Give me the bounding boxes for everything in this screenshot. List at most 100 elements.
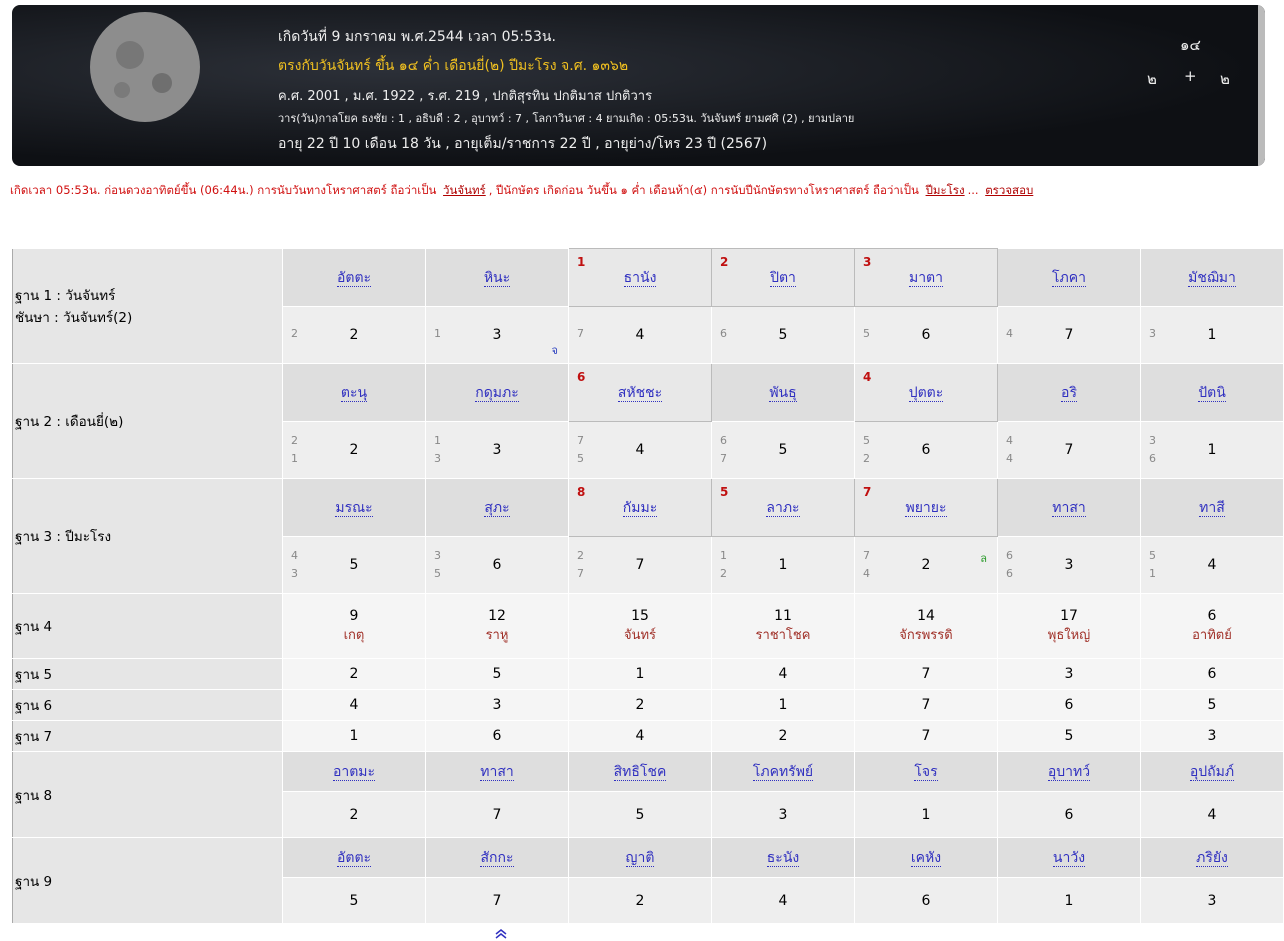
house-mark: 1 xyxy=(577,255,586,269)
value: 2 xyxy=(635,697,645,713)
value-note: จ xyxy=(551,344,558,357)
house-name[interactable]: ปิตา xyxy=(770,269,796,287)
value: 6 xyxy=(492,728,502,744)
house-name[interactable]: สิทธิโชค xyxy=(613,763,667,781)
house-name[interactable]: ทาสี xyxy=(1199,499,1225,517)
value: 6 xyxy=(492,557,502,573)
house-name[interactable]: มาตา xyxy=(908,269,944,287)
house-name[interactable]: อัตตะ xyxy=(336,269,372,287)
value: 2 xyxy=(349,666,359,682)
value: 2 xyxy=(921,557,931,573)
house-name[interactable]: ปุตตะ xyxy=(908,384,944,402)
value-cell: 2 xyxy=(568,877,712,924)
value: 2 xyxy=(349,327,359,343)
small-top: 7 xyxy=(577,327,584,340)
value: 2 xyxy=(349,806,359,823)
value-cell: 7 5 4 xyxy=(568,421,712,479)
house-name[interactable]: เคหัง xyxy=(910,849,942,867)
house-name[interactable]: สักกะ xyxy=(480,849,514,867)
note-link[interactable]: ปีมะโรง xyxy=(925,183,965,197)
small-top: 1 xyxy=(720,549,727,562)
house-name[interactable]: มัชฌิมา xyxy=(1188,269,1236,287)
row-label-text: ฐาน 4 xyxy=(15,619,53,635)
value-cell: 4 xyxy=(282,689,426,721)
house-name[interactable]: สหัชชะ xyxy=(617,384,663,402)
house-name[interactable]: พันธุ xyxy=(769,384,797,402)
house-name[interactable]: โภคทรัพย์ xyxy=(752,763,814,781)
value: 6 xyxy=(1064,697,1074,713)
house-name[interactable]: ทาสา xyxy=(1052,499,1086,517)
value-note: ล xyxy=(980,552,987,565)
name-cell: ตะนุ xyxy=(282,363,426,422)
value: 5 xyxy=(492,666,502,682)
house-name[interactable]: หินะ xyxy=(483,269,511,287)
house-name[interactable]: ปัตนิ xyxy=(1198,384,1226,402)
value-cell: 1 xyxy=(854,791,998,838)
name-cell: ธะนัง xyxy=(711,837,855,878)
value: 4 xyxy=(778,666,788,682)
banner-art xyxy=(90,5,1265,166)
house-name[interactable]: ตะนุ xyxy=(340,384,368,402)
planet-name: จักรพรรดิ xyxy=(899,627,953,643)
house-name[interactable]: อาตมะ xyxy=(332,763,376,781)
house-name[interactable]: ธานัง xyxy=(623,269,657,287)
house-name[interactable]: อุปถัมภ์ xyxy=(1189,763,1235,781)
value: 7 xyxy=(635,557,645,573)
name-cell: 8 กัมมะ xyxy=(568,478,712,537)
value: 7 xyxy=(1064,327,1074,343)
house-name[interactable]: ลาภะ xyxy=(766,499,800,517)
value: 15 xyxy=(631,607,649,624)
name-row: ฐาน 1 : วันจันทร์ ชันษา : วันจันทร์(2) อัต… xyxy=(12,248,1284,364)
value: 6 xyxy=(921,327,931,343)
value-cell: 3 xyxy=(1140,720,1284,752)
house-name[interactable]: ญาติ xyxy=(625,849,655,867)
row-label-text: ฐาน 6 xyxy=(15,698,53,714)
value-cell: 12 ราหู xyxy=(425,593,569,659)
house-name[interactable]: มรณะ xyxy=(335,499,373,517)
house-name[interactable]: นาวัง xyxy=(1052,849,1086,867)
header-line: ค.ศ. 2001 , ม.ศ. 1922 , ร.ศ. 219 , ปกติส… xyxy=(278,89,653,104)
house-name[interactable]: กัมมะ xyxy=(622,499,658,517)
note-link[interactable]: วันจันทร์ xyxy=(443,183,486,197)
note-link[interactable]: ตรวจสอบ xyxy=(985,183,1034,197)
value-cell: 7 xyxy=(854,720,998,752)
value-cell: 9 เกตุ xyxy=(282,593,426,659)
value: 7 xyxy=(492,806,502,823)
note-text: , ปีนักษัตร เกิดก่อน วันขึ้น ๑ ค่ำ เดือน… xyxy=(488,183,919,197)
name-cell: ญาติ xyxy=(568,837,712,878)
house-name[interactable]: โภคา xyxy=(1052,269,1086,287)
house-mark: 5 xyxy=(720,485,729,499)
name-cell: ปัตนิ xyxy=(1140,363,1284,422)
value-cell: 6 xyxy=(1140,658,1284,690)
planet-name: ราหู xyxy=(485,627,509,643)
small-bottom: 7 xyxy=(577,567,584,580)
house-name[interactable]: ธะนัง xyxy=(766,849,800,867)
house-name[interactable]: โจร xyxy=(914,763,938,781)
value-cell: 6 xyxy=(854,877,998,924)
house-name[interactable]: อุบาทว์ xyxy=(1047,763,1091,781)
house-name[interactable]: สุภะ xyxy=(484,499,510,517)
house-name[interactable]: อัตตะ xyxy=(336,849,372,867)
house-name[interactable]: ภริยัง xyxy=(1196,849,1228,867)
small-bottom: 1 xyxy=(291,452,298,465)
house-name[interactable]: พยายะ xyxy=(905,499,947,517)
house-name[interactable]: อริ xyxy=(1061,384,1077,402)
value: 11 xyxy=(774,607,792,624)
house-name[interactable]: กดุมภะ xyxy=(475,384,519,402)
small-top: 5 xyxy=(863,434,870,447)
value: 2 xyxy=(349,442,359,458)
name-cell: โจร xyxy=(854,751,998,792)
value-cell: 7 xyxy=(854,658,998,690)
name-cell: มัชฌิมา xyxy=(1140,248,1284,307)
scroll-up-icon[interactable] xyxy=(493,928,509,940)
row-label-text: ฐาน 2 : เดือนยี่(๒) xyxy=(15,414,124,430)
house-mark: 6 xyxy=(577,370,586,384)
row-label-text: ฐาน 7 xyxy=(15,729,53,745)
value-cell: 5 xyxy=(997,720,1141,752)
house-mark: 8 xyxy=(577,485,586,499)
name-cell: อริ xyxy=(997,363,1141,422)
house-name[interactable]: ทาสา xyxy=(480,763,514,781)
value: 6 xyxy=(1207,666,1217,682)
